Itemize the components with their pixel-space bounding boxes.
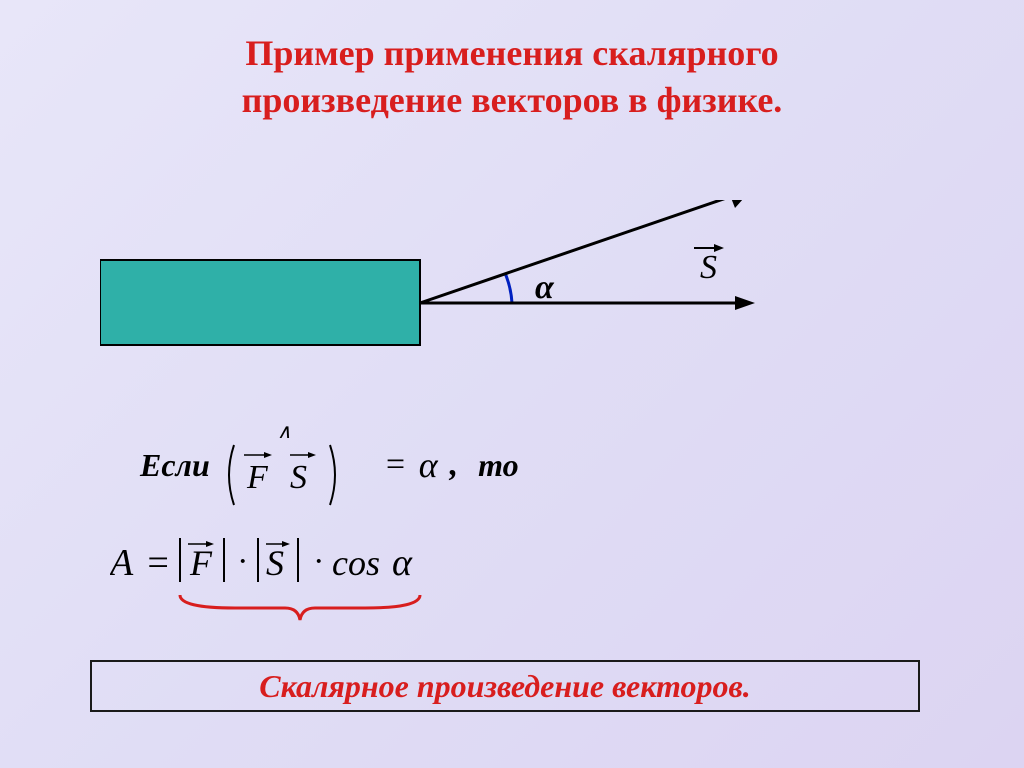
angle-arc [505,273,512,303]
svg-text:F: F [246,459,269,496]
svg-text:·: · [314,543,323,580]
svg-text:S: S [700,249,717,286]
caption-text: Скалярное произведение векторов. [259,668,751,705]
svg-text:∧: ∧ [277,421,292,443]
svg-text:A: A [110,542,134,584]
svg-text:=: = [145,542,171,584]
vector-f-arrow [728,200,752,208]
vector-s-label: S [694,244,724,286]
svg-text:α: α [392,542,413,584]
title-line-1: Пример применения скалярного [245,33,778,73]
brace-icon [175,590,425,630]
slide-title: Пример применения скалярного произведени… [0,0,1024,124]
then-word: то [478,447,518,484]
equals-1: = [384,446,407,484]
alpha-1: α [419,444,438,486]
caption-box: Скалярное произведение векторов. [90,660,920,712]
comma-1: , [450,446,459,484]
vector-s-arrow [735,296,755,310]
svg-text:·: · [238,543,247,580]
block-rect [100,260,420,345]
vector-diagram: α F S [100,200,850,380]
alpha-label: α [535,269,555,306]
title-line-2: произведение векторов в физике. [242,80,783,120]
svg-text:S: S [266,543,284,583]
svg-text:S: S [290,459,307,496]
formula-condition: Если ∧ F S = α , то [140,420,519,510]
if-word: Если [140,447,210,484]
angle-notation: ∧ F S [222,420,372,510]
svg-text:cos: cos [332,543,380,583]
vector-f-line [420,200,738,303]
svg-text:F: F [189,543,213,583]
